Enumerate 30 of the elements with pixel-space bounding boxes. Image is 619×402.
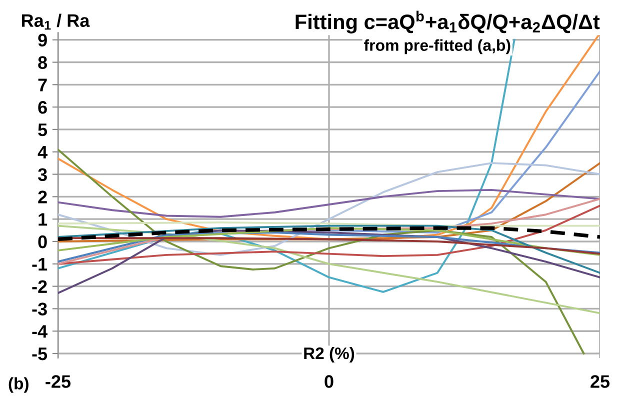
y-tick-label: 0 bbox=[38, 235, 47, 248]
x-axis-title: R2 (%) bbox=[304, 346, 354, 363]
y-tick-label: 5 bbox=[38, 124, 48, 136]
line-series bbox=[58, 226, 600, 242]
y-tick-label: -4 bbox=[32, 325, 48, 338]
line-series bbox=[58, 188, 600, 218]
line-series bbox=[58, 224, 600, 274]
line-series bbox=[58, 224, 600, 314]
y-tick-label: -1 bbox=[32, 258, 48, 270]
y-tick-label: 7 bbox=[38, 78, 47, 92]
chart-title: Fitting c=aQ$^{b}$+a$_{1}$δQ/Q+a$_{2}$ΔQ/Δt bbox=[296, 10, 600, 34]
x-tick-label: 25 bbox=[590, 375, 610, 388]
y-tick-label: 1 bbox=[38, 213, 48, 226]
y-tick-label: 4 bbox=[38, 146, 48, 158]
y-tick-label: 9 bbox=[38, 34, 47, 47]
y-tick-label: -5 bbox=[32, 348, 48, 360]
y-tick-label: 3 bbox=[38, 168, 47, 182]
y-tick-label: -3 bbox=[32, 302, 47, 316]
y-axis-title: Ra$_{1}$ / Ra bbox=[22, 14, 90, 30]
line-series bbox=[58, 237, 600, 255]
line-series bbox=[58, 232, 600, 263]
x-tick-label: 0 bbox=[324, 375, 334, 388]
y-tick-label: -2 bbox=[32, 280, 47, 293]
chart-subtitle: from pre-fitted (a,b) bbox=[364, 39, 510, 54]
text: (b) bbox=[8, 377, 28, 393]
line-series bbox=[58, 38, 516, 293]
x-tick-label: -25 bbox=[46, 375, 71, 388]
y-tick-label: 2 bbox=[38, 190, 47, 204]
y-tick-label: 6 bbox=[38, 100, 47, 114]
y-tick-label: 8 bbox=[38, 56, 48, 69]
